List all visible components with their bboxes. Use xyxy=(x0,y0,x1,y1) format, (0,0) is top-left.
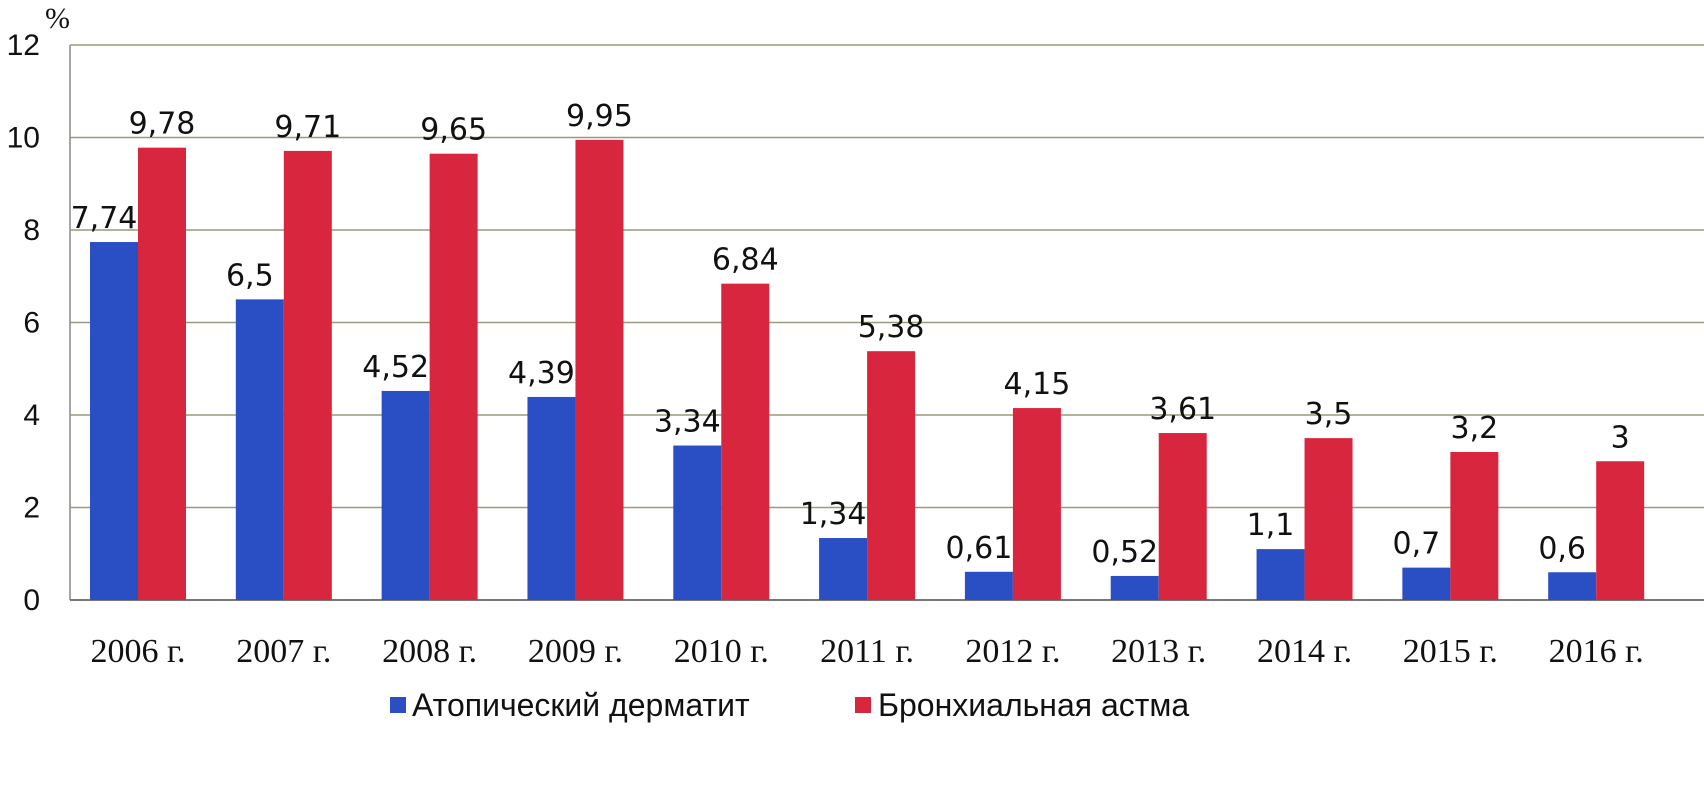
data-label: 3,61 xyxy=(1149,392,1216,427)
x-tick-label: 2015 г. xyxy=(1403,633,1498,670)
bar-dermatitis xyxy=(381,390,430,600)
bar-asthma xyxy=(1158,433,1207,600)
data-label: 7,74 xyxy=(71,201,138,236)
x-tick-label: 2006 г. xyxy=(90,633,185,670)
data-label: 4,39 xyxy=(508,356,575,391)
data-label: 4,52 xyxy=(362,350,429,385)
data-label: 4,15 xyxy=(1004,367,1071,402)
y-tick-label: 6 xyxy=(23,307,40,340)
bar-asthma xyxy=(283,150,332,600)
x-tick-label: 2016 г. xyxy=(1549,633,1644,670)
data-label: 5,38 xyxy=(858,310,925,345)
y-tick-label: 0 xyxy=(23,584,40,617)
legend-swatch xyxy=(390,697,406,713)
x-tick-label: 2009 г. xyxy=(528,633,623,670)
x-tick-label: 2014 г. xyxy=(1257,633,1352,670)
bar-asthma xyxy=(1012,408,1061,600)
legend-swatch xyxy=(855,697,871,713)
bar-dermatitis xyxy=(1402,567,1451,600)
x-tick-label: 2010 г. xyxy=(674,633,769,670)
bar-asthma xyxy=(575,139,624,600)
y-tick-label: 12 xyxy=(7,29,40,62)
data-labels: 7,74 9,78 6,5 9,71 4,52 9,65 4,39 9,95 3,34 6,84 1… xyxy=(71,99,1630,570)
data-label: 3,34 xyxy=(654,405,721,440)
data-label: 3,2 xyxy=(1451,411,1499,446)
data-label: 9,71 xyxy=(274,110,341,145)
legend-label: Бронхиальная астма xyxy=(878,687,1189,723)
bar-dermatitis xyxy=(673,445,722,600)
bar-asthma xyxy=(138,147,186,601)
x-tick-label: 2007 г. xyxy=(236,633,331,670)
data-label: 0,6 xyxy=(1538,531,1586,566)
y-tick-label: 2 xyxy=(23,492,40,525)
bar-dermatitis xyxy=(90,242,138,600)
bar-dermatitis xyxy=(1548,572,1597,600)
data-label: 0,52 xyxy=(1091,535,1158,570)
bar-asthma xyxy=(1596,461,1645,600)
data-label: 6,5 xyxy=(226,258,274,293)
x-tick-label: 2008 г. xyxy=(382,633,477,670)
data-label: 9,65 xyxy=(420,113,487,148)
data-label: 0,61 xyxy=(946,531,1013,566)
bar-asthma xyxy=(867,351,916,600)
bar-asthma xyxy=(1450,452,1499,600)
data-label: 6,84 xyxy=(712,243,779,278)
bar-dermatitis xyxy=(235,299,284,600)
x-tick-label: 2013 г. xyxy=(1111,633,1206,670)
y-axis-ticks: 0 2 4 6 8 10 12 xyxy=(7,29,40,617)
y-tick-label: 4 xyxy=(23,399,40,432)
bar-dermatitis xyxy=(964,571,1013,600)
x-tick-label: 2011 г. xyxy=(820,633,914,670)
bar-asthma xyxy=(1304,438,1353,600)
data-label: 9,78 xyxy=(129,107,196,142)
legend-label: Атопический дерматит xyxy=(412,687,750,723)
data-label: 3 xyxy=(1611,420,1630,455)
bars xyxy=(90,139,1645,601)
bar-dermatitis xyxy=(1256,549,1305,600)
data-label: 1,34 xyxy=(800,497,867,532)
y-axis-unit-label: % xyxy=(45,2,70,35)
bar-dermatitis xyxy=(819,538,868,600)
x-tick-label: 2012 г. xyxy=(965,633,1060,670)
data-label: 3,5 xyxy=(1305,397,1353,432)
data-label: 0,7 xyxy=(1393,527,1441,562)
y-tick-label: 8 xyxy=(23,214,40,247)
y-tick-label: 10 xyxy=(7,122,40,155)
data-label: 9,95 xyxy=(566,99,633,134)
data-label: 1,1 xyxy=(1247,508,1295,543)
bar-dermatitis xyxy=(1110,575,1159,600)
legend: Атопический дерматит Бронхиальная астма xyxy=(390,687,1189,723)
bar-asthma xyxy=(721,283,770,600)
bar-asthma xyxy=(429,153,478,600)
bar-dermatitis xyxy=(527,396,576,600)
x-axis-ticks: 2006 г. 2007 г. 2008 г. 2009 г. 2010 г. 2011 … xyxy=(90,633,1643,670)
